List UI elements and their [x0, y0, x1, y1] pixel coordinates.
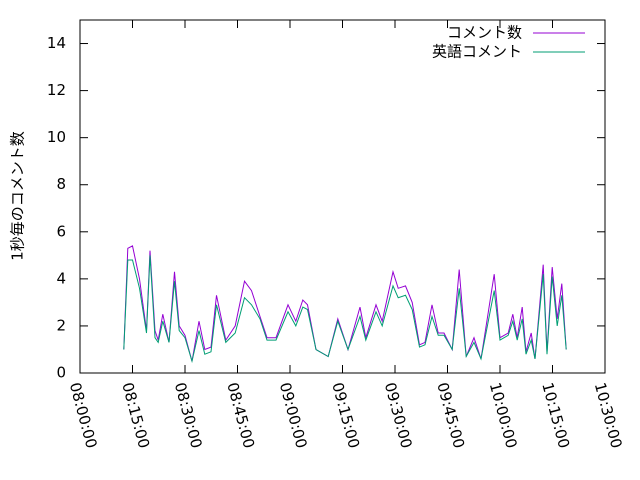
- x-tick-label: 09:00:00: [276, 381, 311, 451]
- x-tick-label: 08:30:00: [171, 381, 206, 451]
- x-tick-label: 10:00:00: [486, 381, 521, 451]
- x-tick-label: 10:30:00: [591, 381, 626, 451]
- series-line: [123, 245, 567, 362]
- x-tick-label: 10:15:00: [538, 381, 573, 451]
- y-tick-label: 8: [56, 175, 66, 193]
- x-tick-label: 08:45:00: [223, 381, 258, 451]
- legend-label: コメント数: [447, 24, 522, 42]
- y-axis-label: 1秒毎のコメント数: [9, 131, 27, 261]
- y-tick-label: 2: [56, 316, 66, 334]
- y-tick-label: 14: [47, 34, 66, 52]
- x-tick-label: 09:45:00: [433, 381, 468, 451]
- x-tick-label: 09:15:00: [328, 381, 363, 451]
- y-tick-label: 0: [56, 364, 66, 382]
- y-tick-label: 6: [56, 222, 66, 240]
- y-tick-label: 4: [56, 269, 66, 287]
- y-tick-label: 10: [47, 128, 66, 146]
- x-tick-label: 08:00:00: [66, 381, 101, 451]
- legend-label: 英語コメント: [432, 43, 522, 61]
- plot-border: [79, 19, 606, 374]
- y-tick-label: 12: [47, 81, 66, 99]
- x-tick-label: 09:30:00: [381, 381, 416, 451]
- series-line: [123, 255, 567, 364]
- x-tick-label: 08:15:00: [118, 381, 153, 451]
